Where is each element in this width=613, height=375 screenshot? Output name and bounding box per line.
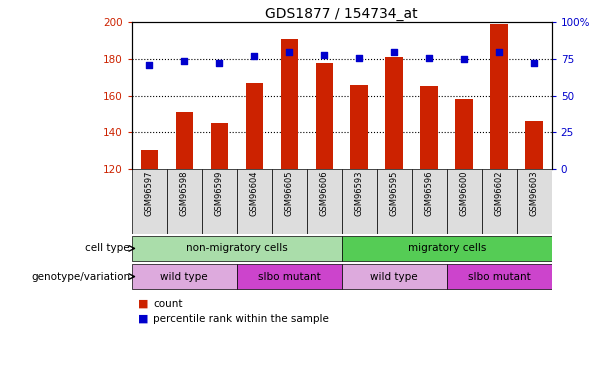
Bar <box>490 24 508 169</box>
Bar <box>246 83 263 169</box>
Point <box>459 56 469 62</box>
Bar <box>175 112 193 169</box>
Text: percentile rank within the sample: percentile rank within the sample <box>153 314 329 324</box>
Bar <box>517 169 552 234</box>
Point <box>494 49 504 55</box>
Text: GSM96599: GSM96599 <box>215 171 224 216</box>
Point <box>319 52 329 58</box>
Bar <box>342 236 552 261</box>
Bar <box>377 169 412 234</box>
Bar <box>132 236 342 261</box>
Text: migratory cells: migratory cells <box>408 243 486 254</box>
Title: GDS1877 / 154734_at: GDS1877 / 154734_at <box>265 8 418 21</box>
Bar <box>237 169 272 234</box>
Text: GSM96604: GSM96604 <box>249 171 259 216</box>
Point <box>180 57 189 63</box>
Point <box>389 49 399 55</box>
Bar <box>342 169 377 234</box>
Text: count: count <box>153 299 183 309</box>
Point <box>249 53 259 59</box>
Bar <box>447 264 552 289</box>
Point <box>354 55 364 61</box>
Bar <box>455 99 473 169</box>
Bar <box>342 264 447 289</box>
Text: wild type: wild type <box>161 272 208 282</box>
Bar <box>202 169 237 234</box>
Bar <box>210 123 228 169</box>
Text: slbo mutant: slbo mutant <box>258 272 321 282</box>
Bar <box>412 169 447 234</box>
Point <box>215 60 224 66</box>
Text: ■: ■ <box>138 314 148 324</box>
Text: genotype/variation: genotype/variation <box>31 272 130 282</box>
Bar <box>272 169 306 234</box>
Text: GSM96605: GSM96605 <box>285 171 294 216</box>
Point <box>284 49 294 55</box>
Bar <box>306 169 342 234</box>
Point <box>424 55 434 61</box>
Bar <box>132 169 167 234</box>
Bar <box>386 57 403 169</box>
Bar <box>482 169 517 234</box>
Point <box>145 62 154 68</box>
Bar <box>525 121 543 169</box>
Text: cell type: cell type <box>85 243 130 254</box>
Text: ■: ■ <box>138 299 148 309</box>
Text: non-migratory cells: non-migratory cells <box>186 243 287 254</box>
Bar <box>237 264 342 289</box>
Text: GSM96600: GSM96600 <box>460 171 469 216</box>
Text: slbo mutant: slbo mutant <box>468 272 531 282</box>
Text: GSM96595: GSM96595 <box>390 171 398 216</box>
Text: GSM96598: GSM96598 <box>180 171 189 216</box>
Bar <box>447 169 482 234</box>
Text: GSM96597: GSM96597 <box>145 171 154 216</box>
Bar <box>140 150 158 169</box>
Bar <box>281 39 298 169</box>
Bar <box>421 87 438 169</box>
Text: GSM96603: GSM96603 <box>530 171 539 216</box>
Text: GSM96596: GSM96596 <box>425 171 434 216</box>
Text: GSM96606: GSM96606 <box>320 171 329 216</box>
Bar <box>167 169 202 234</box>
Text: GSM96602: GSM96602 <box>495 171 504 216</box>
Bar <box>316 63 333 169</box>
Point <box>529 60 539 66</box>
Bar <box>351 85 368 169</box>
Text: wild type: wild type <box>370 272 418 282</box>
Bar <box>132 264 237 289</box>
Text: GSM96593: GSM96593 <box>355 171 364 216</box>
